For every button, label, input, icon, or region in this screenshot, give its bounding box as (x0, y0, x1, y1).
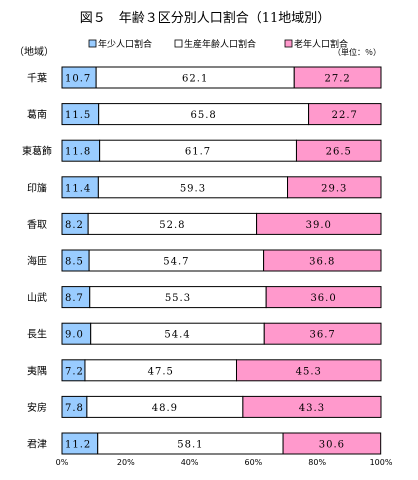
bar-segment (293, 66, 382, 89)
region-label: 東葛飾 (22, 145, 52, 158)
bar-segment (282, 432, 382, 455)
data-label: 7.2 (65, 366, 84, 377)
bar-segment (263, 249, 382, 272)
bar-segment (308, 103, 382, 126)
bar-segment (287, 176, 382, 199)
data-label: 8.7 (65, 293, 84, 304)
data-label: 8.5 (65, 257, 84, 268)
region-axis-header: （地域） (14, 45, 54, 58)
data-label: 52.8 (159, 220, 185, 231)
bar-segment (235, 359, 382, 382)
bar-segment (295, 139, 382, 162)
data-label: 59.3 (180, 183, 206, 194)
chart-title: 図５ 年齢３区分別人口割合（11地域別） (80, 10, 331, 26)
data-label: 54.7 (163, 257, 189, 268)
data-label: 65.8 (191, 110, 217, 121)
data-label: 47.5 (148, 366, 174, 377)
data-label: 61.7 (185, 147, 211, 158)
x-axis: 0% 20% 40% 60% 80% 100% (56, 458, 393, 467)
bar-segment (265, 286, 382, 309)
region-label: 君津 (27, 439, 47, 451)
bar-segment (242, 395, 382, 418)
x-tick-label: 100% (370, 458, 393, 467)
data-label: 11.8 (65, 147, 91, 158)
legend-label-1: 生産年齢人口割合 (184, 38, 256, 50)
region-label: 香取 (27, 219, 47, 231)
bar-segment (256, 212, 382, 235)
data-label: 62.1 (182, 74, 208, 85)
region-label: 印旛 (27, 181, 47, 194)
region-label: 夷隅 (27, 364, 47, 377)
data-label: 11.5 (65, 110, 91, 121)
region-label: 海匝 (27, 255, 47, 268)
data-label: 26.5 (326, 147, 352, 158)
data-label: 55.3 (165, 293, 191, 304)
data-label: 22.7 (332, 110, 358, 121)
region-label: 葛南 (27, 108, 47, 121)
bars-group: 10.7 62.1 27.2 11.5 65.8 22.7 11.8 61.7 26.5 11.4… (61, 66, 382, 455)
data-label: 36.7 (309, 330, 335, 341)
data-label: 10.7 (65, 74, 91, 85)
region-label: 千葉 (27, 72, 47, 85)
bar-segment (263, 322, 382, 345)
data-label: 45.3 (296, 366, 322, 377)
region-label: 長生 (27, 328, 47, 341)
legend-swatch-0 (88, 39, 97, 48)
data-label: 29.3 (321, 183, 347, 194)
x-tick-label: 0% (56, 458, 69, 467)
data-label: 54.4 (164, 330, 190, 341)
data-label: 9.0 (65, 330, 84, 341)
legend-label-2: 老年人口割合 (294, 38, 348, 50)
data-label: 30.6 (319, 440, 345, 451)
legend-swatch-2 (284, 39, 293, 48)
legend-label-0: 年少人口割合 (98, 38, 152, 50)
data-label: 43.3 (299, 403, 325, 414)
data-label: 39.0 (306, 220, 332, 231)
data-label: 58.1 (177, 440, 203, 451)
data-label: 48.9 (152, 403, 178, 414)
data-label: 11.2 (65, 440, 91, 451)
region-label: 山武 (27, 291, 47, 304)
data-label: 27.2 (324, 74, 350, 85)
unit-label: （単位：％） (333, 47, 381, 57)
x-tick-label: 20% (117, 458, 135, 467)
x-tick-label: 40% (181, 458, 199, 467)
legend: 年少人口割合 生産年齢人口割合 老年人口割合 (88, 38, 348, 50)
data-label: 7.8 (65, 403, 84, 414)
data-label: 36.8 (309, 257, 335, 268)
region-label: 安房 (27, 401, 47, 414)
data-label: 11.4 (65, 183, 91, 194)
legend-swatch-1 (174, 39, 183, 48)
x-tick-label: 60% (245, 458, 263, 467)
x-tick-label: 80% (308, 458, 326, 467)
data-label: 36.0 (310, 293, 336, 304)
data-label: 8.2 (65, 220, 84, 231)
